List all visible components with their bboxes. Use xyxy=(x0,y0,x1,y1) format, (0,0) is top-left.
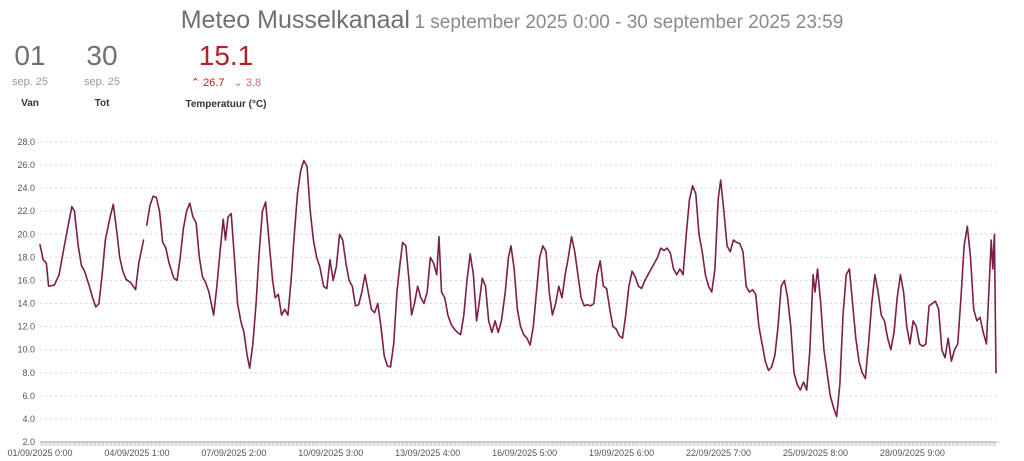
to-value: 30 xyxy=(86,40,118,71)
station-title: Meteo Musselkanaal xyxy=(180,6,410,34)
from-value: 01 xyxy=(14,40,46,71)
y-tick-label: 4.0 xyxy=(22,414,35,424)
max-temperature-value: 26.7 xyxy=(203,77,225,89)
x-tick-label: 25/09/2025 8:00 xyxy=(783,448,848,458)
y-tick-label: 16.0 xyxy=(17,275,35,285)
date-range: 1 september 2025 0:00 - 30 september 202… xyxy=(414,12,844,33)
y-tick-label: 2.0 xyxy=(22,437,35,447)
from-label: Van xyxy=(21,98,39,109)
from-stat: 01 sep. 25 Van xyxy=(8,40,52,109)
y-tick-label: 22.0 xyxy=(17,206,35,216)
to-label: Tot xyxy=(94,98,110,109)
min-temperature-value: 3.8 xyxy=(245,77,262,89)
x-tick-label: 16/09/2025 5:00 xyxy=(492,448,557,458)
y-tick-label: 28.0 xyxy=(17,137,35,147)
y-tick-label: 8.0 xyxy=(22,368,35,378)
x-tick-label: 22/09/2025 7:00 xyxy=(686,448,751,458)
y-tick-label: 14.0 xyxy=(17,299,35,309)
x-minor-ticks xyxy=(39,442,997,446)
y-tick-label: 12.0 xyxy=(17,322,35,332)
y-tick-label: 26.0 xyxy=(17,160,35,170)
chart-title: Meteo Musselkanaal 1 september 2025 0:00… xyxy=(0,6,1024,35)
x-tick-label: 07/09/2025 2:00 xyxy=(201,448,266,458)
temperature-series-line xyxy=(39,159,997,418)
temperature-label: Temperatuur (°C) xyxy=(185,99,267,110)
temperature-chart: 2.0 4.0 6.0 8.0 10.0 12.0 14.0 16.0 18.0 20.0 22.0… xyxy=(7,137,1000,458)
y-tick-label: 20.0 xyxy=(17,229,35,239)
max-temperature: ⌃ 26.7 xyxy=(191,77,225,89)
chevron-down-icon: ⌄ xyxy=(233,77,243,89)
from-sub: sep. 25 xyxy=(11,76,49,88)
to-stat: 30 sep. 25 Tot xyxy=(80,40,124,109)
y-tick-label: 10.0 xyxy=(17,345,35,355)
x-tick-label: 28/09/2025 9:00 xyxy=(880,448,945,458)
x-tick-label: 04/09/2025 1:00 xyxy=(104,448,169,458)
chevron-up-icon: ⌃ xyxy=(190,77,201,89)
x-tick-label: 01/09/2025 0:00 xyxy=(7,448,72,458)
y-tick-label: 6.0 xyxy=(22,391,35,401)
x-tick-label: 19/09/2025 6:00 xyxy=(589,448,654,458)
to-sub: sep. 25 xyxy=(83,76,121,88)
x-tick-label: 10/09/2025 3:00 xyxy=(298,448,363,458)
min-temperature: ⌄ 3.8 xyxy=(234,77,262,89)
y-tick-label: 18.0 xyxy=(17,252,35,262)
temperature-value: 15.1 xyxy=(198,40,254,71)
temperature-stat: 15.1 ⌃ 26.7 ⌄ 3.8 Temperatuur (°C) xyxy=(180,40,272,110)
y-tick-label: 24.0 xyxy=(17,183,35,193)
x-tick-label: 13/09/2025 4:00 xyxy=(395,448,460,458)
